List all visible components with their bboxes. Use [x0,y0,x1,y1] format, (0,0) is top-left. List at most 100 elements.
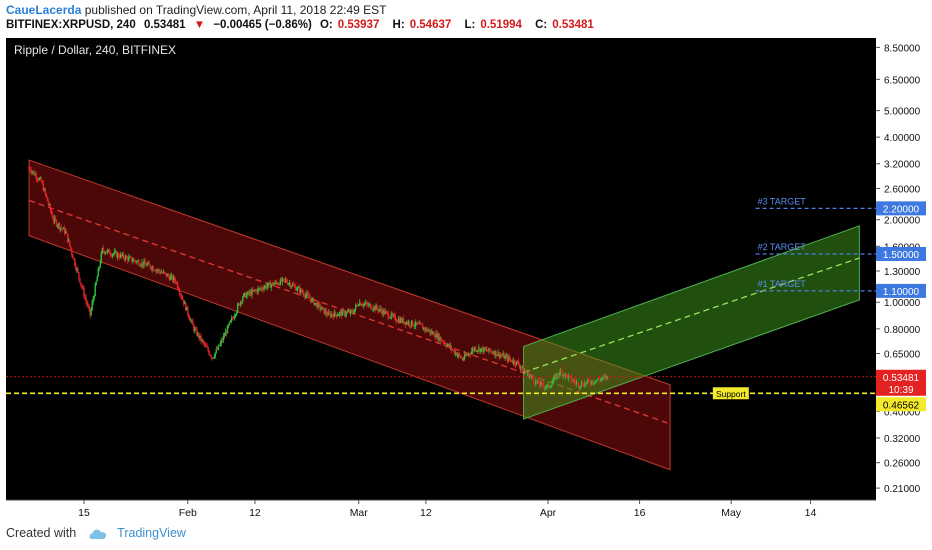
candle-body-423 [458,353,461,356]
candle-body-240 [272,282,274,286]
candle-body-495 [532,376,534,380]
candle-body-8 [36,178,38,180]
candle-body-232 [264,285,266,288]
candle-body-528 [565,373,568,375]
target-label-3: #3 TARGET [758,196,807,206]
candle-body-456 [492,352,494,354]
candle-body-352 [386,311,388,313]
candle-body-270 [303,292,305,296]
candle-body-354 [388,317,390,319]
candle-body-225 [257,288,259,293]
candle-body-79 [108,249,111,255]
candle-body-316 [349,309,352,314]
candle-body-464 [500,355,502,356]
candle-body-539 [576,382,579,384]
candle-body-375 [409,325,412,327]
y-tick-label-12: 0.40000 [884,407,921,418]
candle-body-502 [539,384,541,386]
candle-body-12 [40,177,42,182]
candle-body-406 [441,340,443,342]
candle-body-17 [45,193,48,197]
candle-body-135 [165,273,168,277]
candle-body-385 [420,323,422,325]
candle-body-300 [333,311,336,318]
candle-body-53 [82,287,84,289]
y-tick-label-8: 1.30000 [884,267,921,278]
candle-body-254 [286,282,289,285]
candle-body-558 [596,380,598,381]
candle-body-180 [211,357,213,359]
x-tick-label-1: Feb [179,507,197,519]
candle-body-436 [472,348,474,352]
candle-body-351 [385,311,387,313]
candle-body-130 [160,272,163,274]
candle-body-336 [370,304,372,309]
candle-body-388 [423,327,425,330]
price-chart[interactable]: 8.50000 6.50000 5.00000 4.00000 3.20000 2.600… [6,38,926,520]
candle-body-569 [607,375,609,377]
candle-body-203 [234,314,237,316]
candle-body-492 [528,376,531,378]
candle-body-301 [334,311,337,315]
ticker-bar: BITFINEX:XRPUSD, 240 0.53481 ▼ −0.00465 … [6,19,604,31]
candle-body-445 [481,347,483,349]
candle-body-27 [55,220,58,226]
author-link[interactable]: CaueLacerda [6,3,82,17]
candle-body-134 [164,272,167,274]
candle-body-164 [195,328,197,330]
candle-body-411 [446,344,448,347]
candle-body-222 [254,289,256,291]
candle-body-292 [325,310,327,314]
candle-body-259 [291,284,294,287]
candle-body-170 [201,339,203,341]
candle-body-358 [392,315,395,316]
candle-body-84 [113,251,116,254]
candle-body-117 [147,262,149,265]
target-axis-value-2: 1.50000 [883,250,920,261]
candle-body-11 [39,177,41,179]
candle-body-131 [161,272,164,274]
candle-body-263 [295,289,298,291]
candle-body-169 [200,335,202,341]
candle-body-38 [67,233,69,242]
candle-body-0 [28,167,30,169]
candle-body-39 [68,240,70,242]
candle-body-42 [71,249,73,255]
candle-body-242 [274,281,276,284]
candle-body-283 [316,302,318,308]
candle-body-288 [321,307,323,309]
chart-area[interactable]: 8.50000 6.50000 5.00000 4.00000 3.20000 2.600… [6,38,926,520]
candle-body-3 [31,171,33,173]
candle-body-48 [77,268,79,273]
candle-body-19 [47,201,50,205]
candle-body-101 [131,257,133,262]
candle-body-371 [405,321,408,325]
candle-body-516 [553,376,555,381]
candle-body-22 [50,210,53,214]
target-axis-value-3: 2.20000 [883,204,920,215]
candle-body-485 [521,365,524,368]
candle-body-266 [299,287,301,293]
candle-body-477 [513,360,516,364]
candle-body-209 [241,301,243,303]
candle-body-490 [526,371,529,374]
candle-body-461 [497,352,499,356]
publish-header: CaueLacerda published on TradingView.com… [6,3,386,17]
candle-body-154 [185,302,187,311]
tradingview-brand-link[interactable]: TradingView [117,526,186,540]
candle-body-463 [499,355,501,358]
symbol[interactable]: BITFINEX:XRPUSD, 240 [6,19,136,31]
candle-body-284 [317,302,319,308]
candle-body-213 [245,292,247,298]
chart-title: Ripple / Dollar, 240, BITFINEX [14,43,176,57]
candle-body-4 [32,171,34,173]
candle-body-318 [351,310,354,313]
candle-body-383 [418,323,420,325]
candle-body-479 [515,360,518,365]
candle-body-451 [487,350,489,352]
candle-body-542 [579,386,582,388]
candle-body-434 [469,354,472,355]
candle-body-475 [511,361,514,363]
candle-body-271 [304,295,306,297]
candle-body-515 [552,380,554,383]
